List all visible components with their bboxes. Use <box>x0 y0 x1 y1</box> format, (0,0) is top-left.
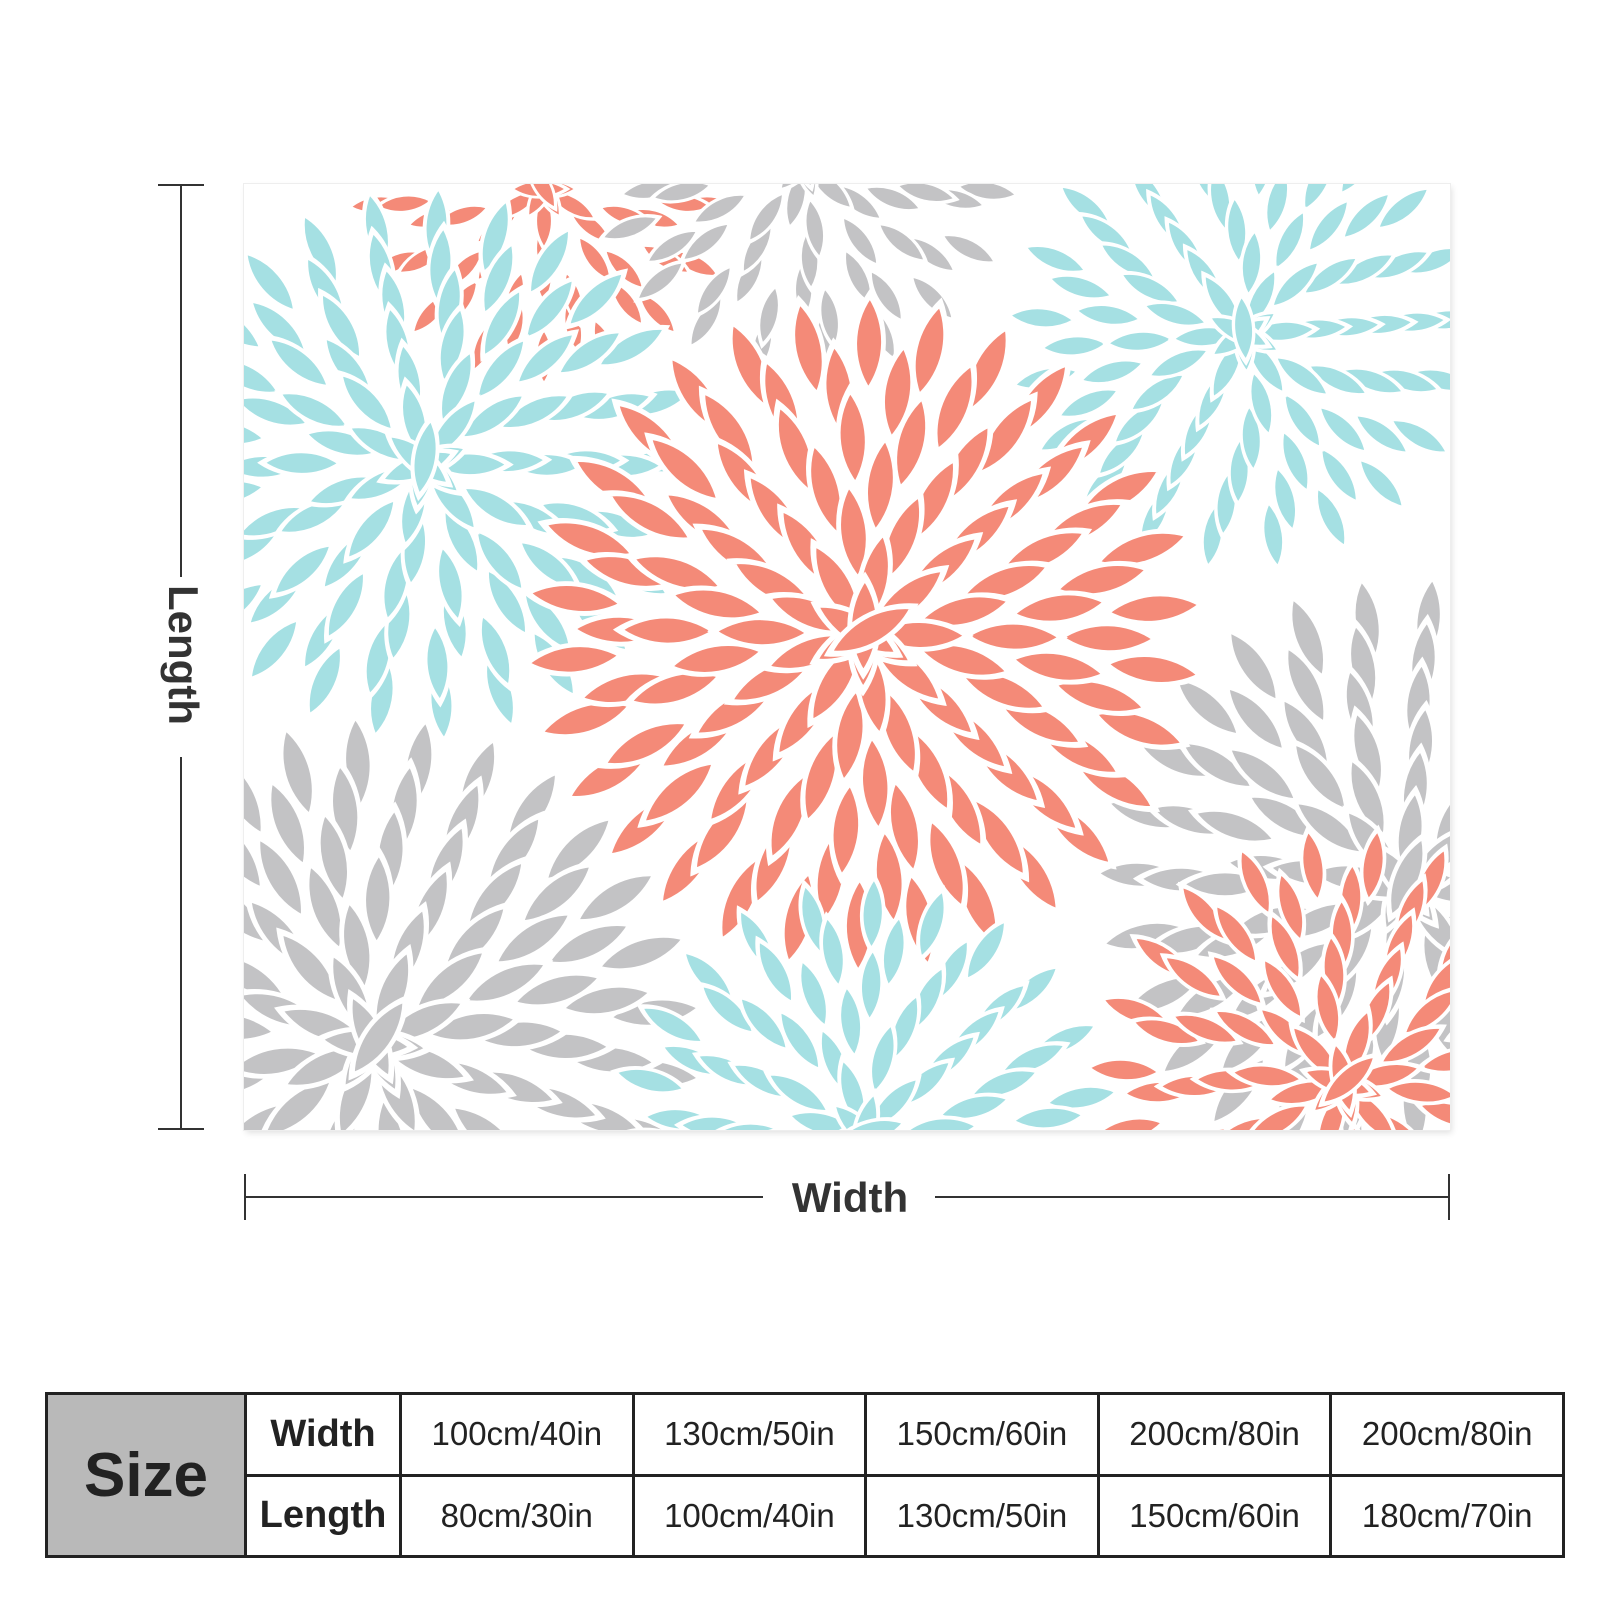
length-row-label: Length <box>244 1473 402 1558</box>
length-bottom-tick <box>158 1128 204 1130</box>
width-line-right <box>935 1196 1449 1198</box>
length-value: 150cm/60in <box>1096 1473 1333 1558</box>
length-value: 130cm/50in <box>864 1473 1100 1558</box>
width-value: 150cm/60in <box>864 1392 1100 1477</box>
dahlia-flower <box>597 184 1022 383</box>
width-right-tick <box>1448 1174 1450 1220</box>
size-table: Size Width 100cm/40in 130cm/50in 150cm/6… <box>45 1392 1565 1558</box>
dahlia-flower <box>244 709 708 1130</box>
width-row: Size Width 100cm/40in 130cm/50in 150cm/6… <box>45 1392 1565 1558</box>
length-value: 80cm/30in <box>399 1473 635 1558</box>
width-label: Width <box>791 1174 909 1221</box>
size-header-cell: Size <box>45 1392 247 1558</box>
length-row: Length 80cm/30in 100cm/40in 130cm/50in 1… <box>47 1473 1565 1558</box>
width-value: 200cm/80in <box>1329 1392 1565 1477</box>
dahlia-flower <box>1004 184 1450 573</box>
width-value: 200cm/80in <box>1096 1392 1333 1477</box>
blanket-image <box>244 184 1450 1130</box>
length-value: 180cm/70in <box>1329 1473 1565 1558</box>
width-value: 100cm/40in <box>399 1392 635 1477</box>
dahlia-flower <box>602 872 1123 1130</box>
width-row-label: Width <box>244 1392 402 1477</box>
length-label: Length <box>160 585 207 725</box>
dahlia-flower <box>1082 824 1450 1130</box>
length-line-upper <box>180 185 182 577</box>
width-value: 130cm/50in <box>631 1392 868 1477</box>
width-line-left <box>245 1196 763 1198</box>
dahlia-pattern <box>244 184 1450 1130</box>
length-value: 100cm/40in <box>631 1473 868 1558</box>
length-line-lower <box>180 757 182 1129</box>
dahlia-flower <box>519 288 1209 980</box>
